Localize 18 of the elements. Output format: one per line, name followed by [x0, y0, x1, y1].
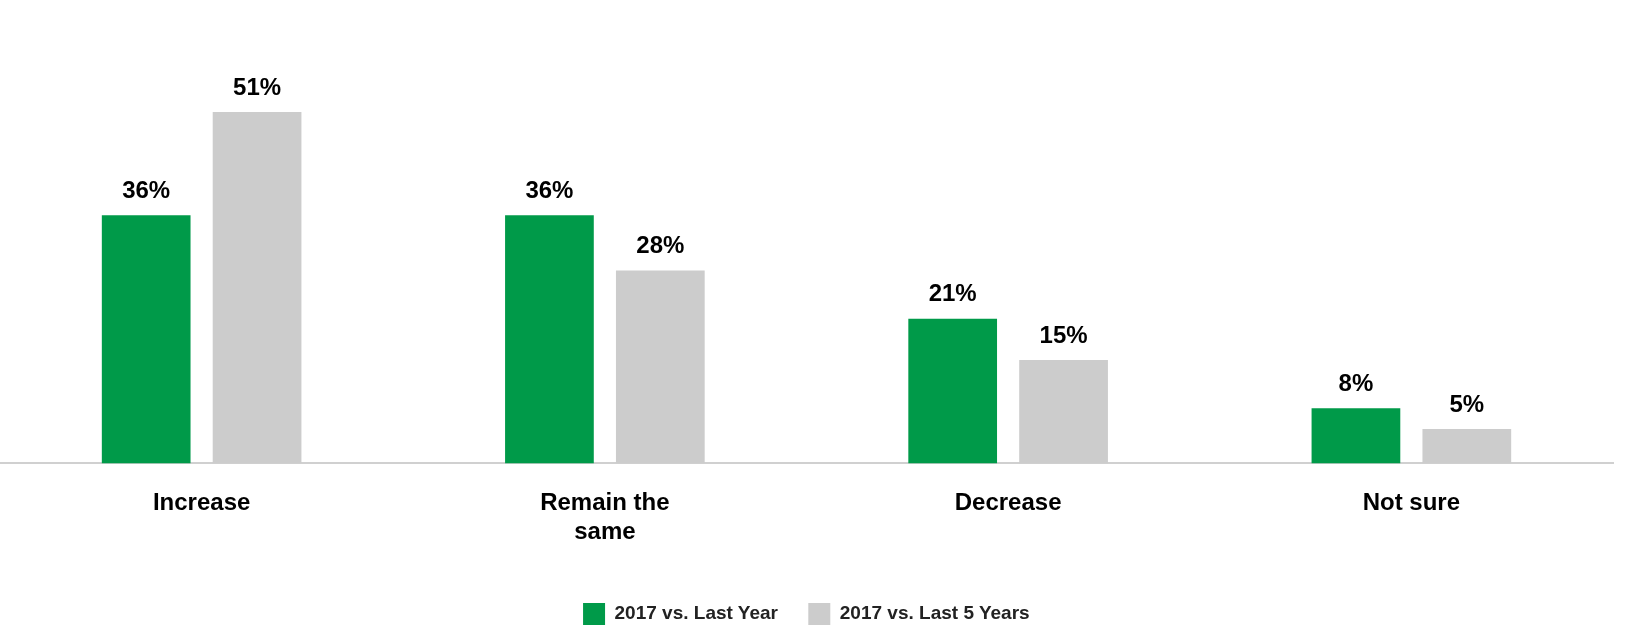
x-tick-label: Remain the same — [540, 488, 670, 545]
data-label: 21% — [928, 279, 977, 307]
legend-label: 2017 vs. Last 5 Years — [839, 602, 1030, 624]
data-label: 8% — [1338, 368, 1374, 396]
bar — [1311, 408, 1401, 464]
bar — [908, 318, 998, 464]
data-label: 28% — [636, 231, 685, 259]
data-label: 36% — [525, 175, 574, 203]
bar — [505, 215, 594, 464]
legend-label: 2017 vs. Last Year — [614, 602, 779, 624]
bar — [101, 215, 191, 464]
data-label: 15% — [1039, 320, 1088, 348]
x-tick-label: Decrease — [954, 488, 1062, 516]
x-tick-label: Not sure — [1362, 488, 1461, 516]
data-label: 51% — [233, 72, 282, 100]
data-label: 36% — [122, 175, 171, 203]
x-tick-label: Increase — [152, 488, 251, 516]
data-label: 5% — [1449, 389, 1485, 417]
